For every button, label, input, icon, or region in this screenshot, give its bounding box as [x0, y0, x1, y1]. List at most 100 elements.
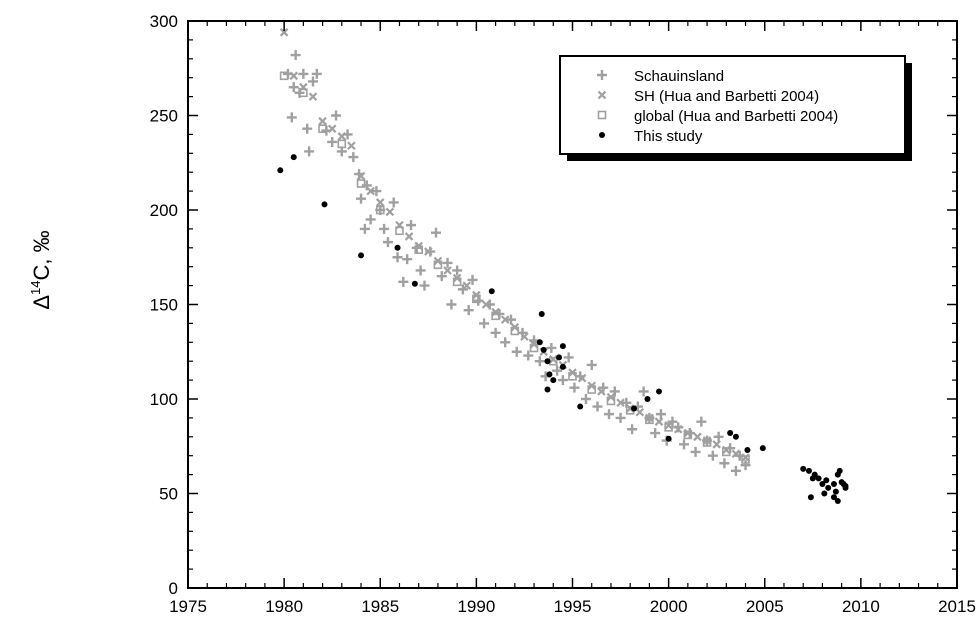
sh-hua-and-barbetti-2004-point	[424, 247, 433, 256]
y-tick-label: 300	[150, 12, 178, 31]
global-hua-and-barbetti-2004-point	[645, 415, 654, 425]
schauinsland-point	[382, 237, 393, 248]
this-study-point	[842, 482, 849, 489]
legend-entry-label: Schauinsland	[634, 68, 724, 85]
schauinsland-point	[655, 409, 666, 420]
this-study-point	[559, 363, 566, 370]
y-tick-label: 0	[169, 579, 178, 598]
this-study-point	[656, 388, 663, 395]
global-hua-and-barbetti-2004-point	[375, 205, 385, 215]
schauinsland-point	[457, 284, 468, 295]
schauinsland-point	[696, 416, 707, 427]
schauinsland-point	[436, 271, 447, 282]
schauinsland-point	[627, 424, 638, 435]
global-hua-and-barbetti-2004-point	[279, 71, 289, 81]
legend-entry-label: This study	[634, 128, 703, 145]
sh-hua-and-barbetti-2004-point	[337, 132, 347, 141]
sh-hua-and-barbetti-2004-point	[279, 28, 289, 37]
this-study-point	[821, 490, 828, 497]
x-tick-label: 1985	[361, 597, 399, 616]
schauinsland-point	[298, 68, 309, 79]
schauinsland-point	[684, 428, 695, 439]
this-study-point	[823, 477, 830, 484]
global-hua-and-barbetti-2004-point	[433, 260, 443, 270]
global-hua-and-barbetti-2004-point	[472, 294, 481, 304]
schauinsland-point	[679, 439, 690, 450]
schauinsland-point	[552, 365, 563, 376]
this-study-point	[550, 377, 557, 384]
sh-hua-and-barbetti-2004-point	[712, 440, 721, 449]
sh-hua-and-barbetti-2004-point	[366, 186, 375, 196]
sh-hua-and-barbetti-2004-point	[597, 387, 606, 396]
sh-hua-and-barbetti-2004-point	[347, 141, 356, 151]
sh-hua-and-barbetti-2004-point	[289, 71, 299, 81]
global-hua-and-barbetti-2004-point	[568, 372, 577, 381]
schauinsland-point	[415, 265, 426, 276]
this-study-point	[544, 386, 551, 393]
this-study-point	[732, 433, 739, 440]
schauinsland-point	[463, 305, 474, 316]
this-study-point	[665, 435, 672, 442]
schauinsland-point	[365, 214, 376, 225]
this-study-point	[815, 475, 822, 482]
schauinsland-point	[586, 359, 597, 370]
y-tick-label: 150	[150, 296, 178, 315]
ylabel-prefix: Δ	[29, 295, 54, 310]
y-axis-label: Δ14C, ‰	[28, 230, 54, 309]
schauinsland-point	[592, 401, 603, 412]
sh-hua-and-barbetti-2004-point	[635, 407, 645, 417]
legend-marker	[599, 132, 605, 138]
legend-marker	[597, 110, 607, 120]
schauinsland-point	[713, 431, 724, 442]
x-tick-label: 1990	[457, 597, 495, 616]
y-tick-label: 200	[150, 201, 178, 220]
x-tick-label: 2015	[938, 597, 976, 616]
sh-hua-and-barbetti-2004-point	[548, 355, 558, 364]
sh-hua-and-barbetti-2004-point	[664, 421, 673, 430]
this-study-point	[577, 403, 584, 410]
schauinsland-point	[379, 223, 390, 234]
this-study-point	[834, 498, 841, 505]
schauinsland-point	[638, 386, 649, 397]
schauinsland-point	[730, 465, 741, 476]
schauinsland-point	[290, 50, 301, 61]
this-study-point	[805, 467, 812, 474]
this-study-point	[836, 467, 843, 474]
y-tick-label: 100	[150, 390, 178, 409]
sh-hua-and-barbetti-2004-point	[327, 124, 337, 134]
schauinsland-point	[398, 276, 409, 287]
global-hua-and-barbetti-2004-point	[414, 245, 424, 254]
sh-hua-and-barbetti-2004-point	[385, 207, 395, 217]
schauinsland-point	[609, 386, 620, 397]
schauinsland-point	[467, 274, 478, 285]
this-study-point	[321, 201, 328, 208]
sh-hua-and-barbetti-2004-point	[308, 92, 318, 101]
ylabel-superscript: 14	[28, 280, 43, 294]
schauinsland-point	[388, 197, 399, 208]
sh-hua-and-barbetti-2004-point	[654, 417, 664, 426]
schauinsland-point	[419, 280, 430, 291]
sh-hua-and-barbetti-2004-point	[520, 332, 529, 341]
schauinsland-point	[523, 350, 534, 361]
x-tick-label: 1980	[265, 597, 303, 616]
legend-marker	[597, 90, 607, 100]
sh-hua-and-barbetti-2004-point	[731, 449, 741, 459]
legend-marker	[597, 70, 607, 80]
x-tick-label: 1975	[169, 597, 207, 616]
this-study-point	[546, 371, 553, 378]
schauinsland-point	[580, 394, 591, 404]
global-hua-and-barbetti-2004-point	[702, 438, 712, 447]
global-hua-and-barbetti-2004-point	[510, 326, 520, 336]
legend-box	[559, 55, 906, 155]
x-tick-label: 1995	[554, 597, 592, 616]
this-study-point	[727, 430, 734, 437]
global-hua-and-barbetti-2004-point	[452, 277, 462, 287]
schauinsland-point	[361, 180, 372, 191]
legend-entry-label: SH (Hua and Barbetti 2004)	[634, 88, 819, 105]
this-study-point	[644, 396, 651, 402]
global-hua-and-barbetti-2004-point	[741, 455, 750, 464]
schauinsland-point	[615, 412, 626, 423]
sh-hua-and-barbetti-2004-point	[673, 424, 683, 434]
this-study-point	[830, 481, 837, 488]
